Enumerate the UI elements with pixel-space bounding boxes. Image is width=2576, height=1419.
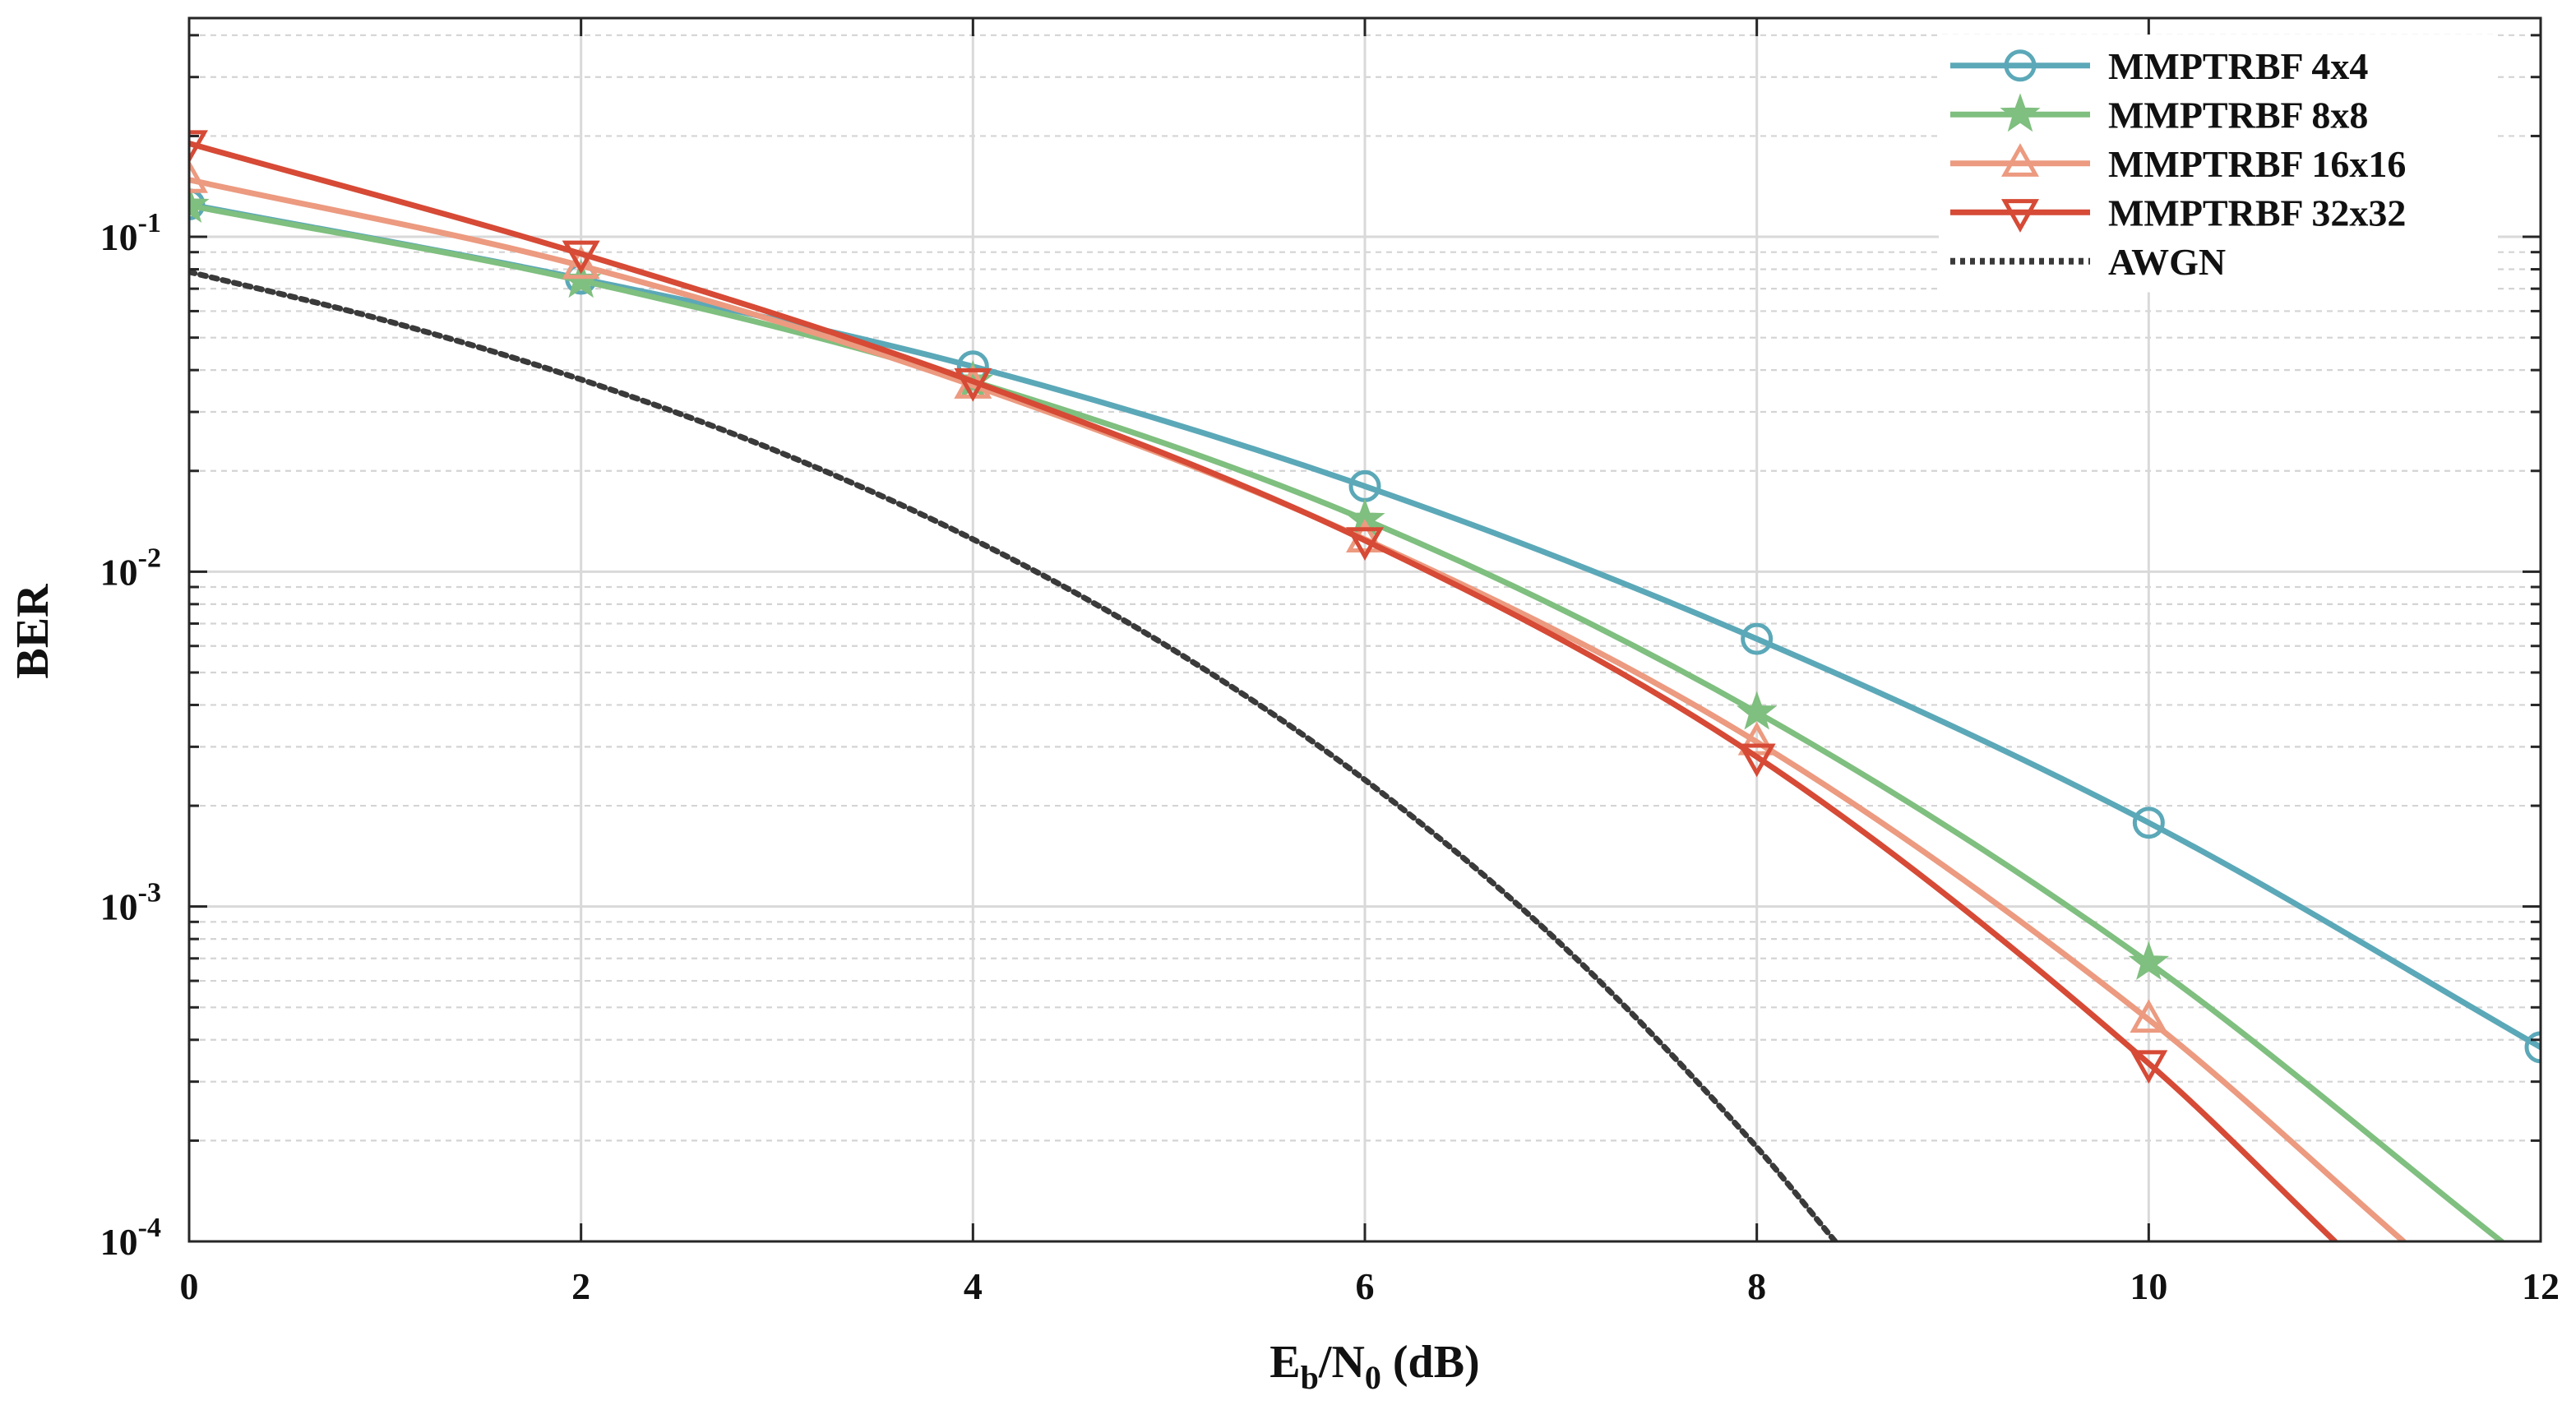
data-point-mmptrbf-4x4 xyxy=(2132,807,2165,839)
data-point-mmptrbf-16x16 xyxy=(1737,721,1776,756)
legend-marker-mmptrbf-32x32 xyxy=(2001,199,2039,233)
major-gridlines xyxy=(189,18,2541,1241)
x-axis-label: Eb/N0 (dB) xyxy=(1270,1337,1479,1396)
legend-item-mmptrbf-4x4: MMPTRBF 4x4 xyxy=(1950,45,2368,87)
y-tick-label: 10-4 xyxy=(100,1213,161,1263)
data-point-mmptrbf-16x16 xyxy=(562,245,600,280)
data-point-mmptrbf-16x16 xyxy=(2130,999,2168,1033)
x-tick-label: 12 xyxy=(2522,1265,2560,1307)
data-point-mmptrbf-8x8 xyxy=(2128,941,2170,980)
series-line-awgn xyxy=(189,269,1838,1241)
data-point-mmptrbf-16x16 xyxy=(189,159,208,193)
data-point-mmptrbf-32x32 xyxy=(2130,1050,2168,1084)
axis-ticks xyxy=(187,18,2542,1243)
y-axis-label: BER xyxy=(7,584,58,679)
data-point-mmptrbf-32x32 xyxy=(1737,743,1776,778)
x-tick-label: 2 xyxy=(571,1265,590,1307)
data-point-mmptrbf-32x32 xyxy=(1346,527,1384,561)
legend-marker-mmptrbf-16x16 xyxy=(2001,143,2039,177)
series-line-mmptrbf-8x8 xyxy=(189,202,2504,1241)
legend-item-awgn: AWGN xyxy=(1950,241,2226,283)
y-tick-label: 10-2 xyxy=(100,543,161,593)
series-awgn xyxy=(189,269,1838,1241)
x-tick-label: 8 xyxy=(1747,1265,1766,1307)
x-tick-labels: 0 2 4 6 8 10 12 xyxy=(180,1265,2560,1307)
x-tick-label: 10 xyxy=(2130,1265,2167,1307)
data-point-mmptrbf-4x4 xyxy=(1741,622,1774,655)
legend-item-mmptrbf-8x8: MMPTRBF 8x8 xyxy=(1950,93,2368,136)
data-point-mmptrbf-32x32 xyxy=(562,240,600,275)
series-mmptrbf-8x8 xyxy=(189,184,2504,1241)
y-tick-labels: 10-1 10-2 10-3 10-4 xyxy=(100,208,161,1263)
series-mmptrbf-16x16 xyxy=(189,159,2407,1241)
x-tick-label: 0 xyxy=(180,1265,199,1307)
legend-label-mmptrbf-32x32: MMPTRBF 32x32 xyxy=(2108,192,2406,233)
series-line-mmptrbf-32x32 xyxy=(189,141,2338,1241)
y-tick-label: 10-1 xyxy=(100,208,161,258)
legend-label-mmptrbf-16x16: MMPTRBF 16x16 xyxy=(2108,143,2406,185)
data-point-mmptrbf-32x32 xyxy=(954,367,992,402)
data-point-mmptrbf-4x4 xyxy=(189,188,206,221)
legend: MMPTRBF 4x4 MMPTRBF 8x8 MMPTRBF 16x16 MMPTR… xyxy=(1939,35,2498,293)
legend-marker-mmptrbf-4x4 xyxy=(2004,49,2037,82)
legend-label-awgn: AWGN xyxy=(2108,241,2226,283)
x-tick-label: 4 xyxy=(964,1265,983,1307)
legend-label-mmptrbf-8x8: MMPTRBF 8x8 xyxy=(2108,94,2368,136)
data-point-mmptrbf-8x8 xyxy=(1736,691,1778,730)
data-point-mmptrbf-32x32 xyxy=(189,130,208,164)
series-layer xyxy=(189,130,2541,1241)
legend-marker-mmptrbf-8x8 xyxy=(2000,93,2041,132)
series-mmptrbf-32x32 xyxy=(189,130,2338,1241)
legend-item-mmptrbf-16x16: MMPTRBF 16x16 xyxy=(1950,143,2406,185)
legend-item-mmptrbf-32x32: MMPTRBF 32x32 xyxy=(1950,192,2406,233)
x-tick-label: 6 xyxy=(1356,1265,1375,1307)
y-tick-label: 10-3 xyxy=(100,878,161,928)
data-point-mmptrbf-8x8 xyxy=(189,184,210,223)
legend-label-mmptrbf-4x4: MMPTRBF 4x4 xyxy=(2108,45,2368,87)
data-point-mmptrbf-4x4 xyxy=(2524,1031,2541,1064)
